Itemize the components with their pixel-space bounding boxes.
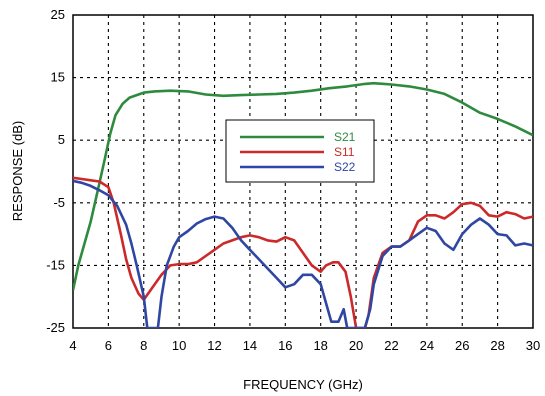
legend-label-s11: S11	[334, 145, 355, 159]
legend-label-s22: S22	[334, 160, 356, 174]
y-tick-label: -25	[46, 320, 65, 335]
x-tick-label: 14	[243, 338, 257, 353]
y-axis-title: RESPONSE (dB)	[10, 121, 25, 221]
x-tick-label: 6	[105, 338, 112, 353]
legend-label-s21: S21	[334, 130, 356, 144]
x-tick-label: 20	[349, 338, 363, 353]
x-tick-label: 16	[278, 338, 292, 353]
x-axis-title: FREQUENCY (GHz)	[243, 377, 363, 392]
y-tick-label: 25	[51, 7, 65, 22]
x-tick-label: 24	[420, 338, 434, 353]
x-tick-label: 30	[526, 338, 540, 353]
x-tick-label: 4	[69, 338, 76, 353]
x-tick-label: 22	[384, 338, 398, 353]
series-line-s22	[73, 179, 533, 328]
x-tick-labels: 4 6 8 10 12 14 16 18 20 22 24 26 28 30	[69, 338, 540, 353]
x-tick-label: 18	[313, 338, 327, 353]
series-line-s11	[73, 176, 533, 328]
y-tick-label: -15	[46, 257, 65, 272]
x-tick-label: 26	[455, 338, 469, 353]
x-tick-label: 28	[490, 338, 504, 353]
series-line-s21	[73, 81, 533, 291]
x-tick-label: 10	[172, 338, 186, 353]
y-tick-label: 15	[51, 70, 65, 85]
x-tick-label: 12	[207, 338, 221, 353]
x-tick-label: 8	[140, 338, 147, 353]
y-tick-labels: 25 15 5 -5 -15 -25	[46, 7, 65, 335]
y-tick-label: 5	[58, 132, 65, 147]
series-lines	[73, 81, 533, 328]
y-tick-label: -5	[53, 195, 65, 210]
